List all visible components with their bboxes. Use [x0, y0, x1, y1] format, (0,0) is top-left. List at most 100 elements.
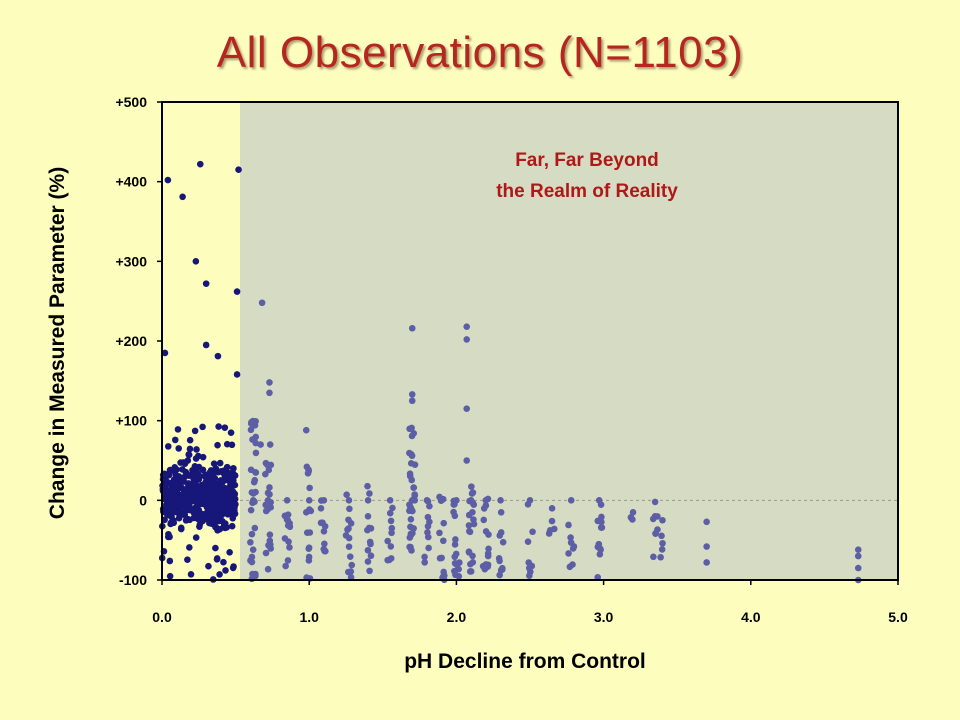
data-point: [348, 561, 356, 569]
data-point: [496, 532, 504, 539]
y-tick-label: +500: [115, 94, 147, 110]
data-point: [214, 504, 222, 512]
data-point: [205, 562, 212, 570]
data-point: [496, 557, 503, 565]
data-point: [228, 476, 236, 484]
data-point: [463, 336, 471, 343]
data-point: [388, 529, 395, 537]
data-point: [266, 389, 273, 397]
data-point: [567, 534, 574, 541]
data-point: [206, 469, 213, 477]
y-tick-label: +300: [115, 253, 147, 269]
annotation-line-1: Far, Far Beyond: [515, 150, 659, 171]
data-point: [408, 397, 416, 405]
data-point: [216, 459, 224, 467]
data-point: [365, 524, 373, 532]
data-point: [215, 423, 222, 430]
data-point: [194, 515, 202, 523]
data-point: [252, 449, 260, 457]
data-point: [207, 488, 214, 496]
data-point: [703, 559, 710, 566]
data-point: [189, 480, 197, 488]
data-point: [364, 512, 372, 520]
data-point: [247, 557, 254, 564]
data-point: [205, 482, 212, 490]
data-point: [192, 509, 200, 517]
data-point: [192, 258, 200, 265]
data-point: [199, 483, 207, 491]
data-point: [223, 463, 231, 471]
data-point: [226, 507, 233, 514]
data-point: [569, 561, 576, 568]
data-point: [387, 517, 395, 525]
data-point: [469, 508, 476, 516]
data-point: [410, 429, 418, 437]
data-point: [480, 516, 488, 524]
data-point: [347, 520, 355, 527]
data-point: [166, 557, 174, 565]
data-point: [407, 530, 415, 538]
data-point: [265, 542, 273, 550]
data-point: [250, 490, 257, 497]
y-tick-label: -100: [119, 572, 147, 588]
data-point: [529, 528, 536, 536]
data-point: [436, 554, 444, 562]
data-point: [199, 510, 206, 518]
data-point: [284, 557, 292, 564]
data-point: [249, 546, 257, 554]
data-point: [367, 552, 375, 560]
data-point: [216, 571, 223, 578]
data-point: [384, 537, 391, 545]
slide-title: All Observations (N=1103): [216, 28, 744, 77]
data-point: [364, 546, 372, 554]
data-point: [187, 506, 195, 514]
data-point: [548, 505, 556, 512]
data-point: [343, 491, 350, 498]
data-point: [408, 452, 416, 460]
data-point: [177, 524, 185, 532]
data-point: [257, 441, 264, 448]
data-point: [212, 465, 220, 472]
data-point: [214, 441, 221, 449]
data-point: [320, 528, 328, 535]
data-point: [467, 497, 475, 504]
data-point: [202, 280, 210, 287]
data-point: [199, 492, 207, 499]
data-point: [650, 553, 657, 561]
data-point: [452, 536, 459, 543]
data-point: [321, 540, 328, 548]
y-axis-title: Change in Measured Parameter (%): [46, 167, 69, 519]
data-point: [366, 538, 374, 546]
data-point: [186, 445, 194, 453]
data-point: [347, 573, 355, 581]
data-point: [565, 521, 572, 529]
data-point: [468, 490, 476, 497]
data-point: [423, 497, 431, 504]
data-point: [283, 497, 291, 504]
data-point: [345, 497, 353, 504]
x-axis: 0.0 1.0 2.0 3.0 4.0 5.0: [152, 580, 908, 625]
data-point: [180, 474, 187, 482]
data-point: [228, 522, 236, 530]
data-point: [186, 497, 194, 505]
x-axis-title: pH Decline from Control: [404, 650, 646, 673]
data-point: [264, 497, 272, 504]
data-point: [206, 519, 213, 527]
data-point: [465, 522, 473, 529]
data-point: [165, 530, 172, 538]
data-point: [453, 497, 460, 504]
data-point: [170, 487, 177, 495]
data-point: [317, 504, 325, 512]
data-point: [654, 526, 661, 533]
data-point: [252, 468, 259, 476]
data-point: [220, 558, 227, 566]
data-point: [185, 480, 192, 487]
data-point: [482, 502, 490, 509]
data-point: [426, 502, 433, 510]
data-point: [408, 476, 416, 484]
data-point: [247, 506, 255, 514]
data-point: [565, 550, 572, 557]
data-point: [192, 534, 200, 541]
y-tick-label: +100: [115, 413, 147, 429]
data-point: [482, 528, 490, 535]
